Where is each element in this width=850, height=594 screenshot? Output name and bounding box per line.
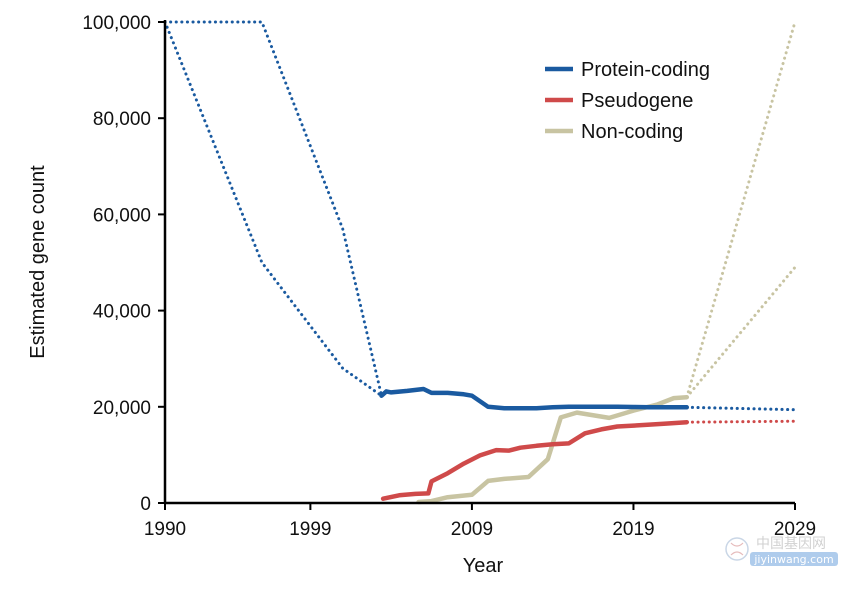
legend-label-pseudogene: Pseudogene bbox=[581, 90, 693, 112]
protein-coding-past-estimates-b-line bbox=[163, 20, 383, 398]
watermark-logo bbox=[725, 537, 749, 561]
watermark-url: jiyinwang.com bbox=[753, 553, 833, 566]
watermark: 中国基因网 jiyinwang.com bbox=[725, 535, 838, 566]
watermark-logo-helix bbox=[730, 542, 744, 556]
non-coding-projection-b-line bbox=[685, 265, 797, 399]
y-axis-title: Estimated gene count bbox=[27, 165, 49, 359]
y-tick-label: 40,000 bbox=[93, 302, 151, 323]
watermark-title: 中国基因网 bbox=[756, 535, 826, 552]
legend-label-protein-coding: Protein-coding bbox=[581, 59, 710, 81]
x-axis-ticks: 1990 1999 2009 2019 2029 bbox=[144, 503, 816, 540]
y-tick-label: 100,000 bbox=[82, 13, 151, 34]
non-coding-observed-line bbox=[416, 394, 690, 505]
pseudogene-observed-line bbox=[380, 419, 690, 501]
y-axis-ticks: 0 20,000 40,000 60,000 80,000 100,000 bbox=[82, 13, 165, 515]
protein-coding-past-estimates-a-line bbox=[163, 20, 383, 398]
x-tick-label: 2019 bbox=[612, 519, 654, 540]
y-tick-label: 20,000 bbox=[93, 398, 151, 419]
protein-coding-projection-line bbox=[685, 405, 797, 412]
series-layer bbox=[163, 20, 797, 505]
y-tick-label: 0 bbox=[140, 494, 151, 515]
x-tick-label: 2029 bbox=[774, 519, 816, 540]
x-tick-label: 1990 bbox=[144, 519, 186, 540]
x-tick-label: 2009 bbox=[451, 519, 493, 540]
y-tick-label: 60,000 bbox=[93, 205, 151, 226]
protein-coding-observed-line bbox=[379, 386, 690, 411]
watermark-url-badge bbox=[750, 552, 838, 566]
y-tick-label: 80,000 bbox=[93, 109, 151, 130]
legend-label-non-coding: Non-coding bbox=[581, 121, 683, 143]
legend: Protein-coding Pseudogene Non-coding bbox=[545, 59, 710, 143]
non-coding-projection-a-line bbox=[685, 20, 797, 399]
x-axis-title: Year bbox=[463, 555, 504, 577]
pseudogene-projection-line bbox=[685, 419, 797, 424]
x-tick-label: 1999 bbox=[289, 519, 331, 540]
